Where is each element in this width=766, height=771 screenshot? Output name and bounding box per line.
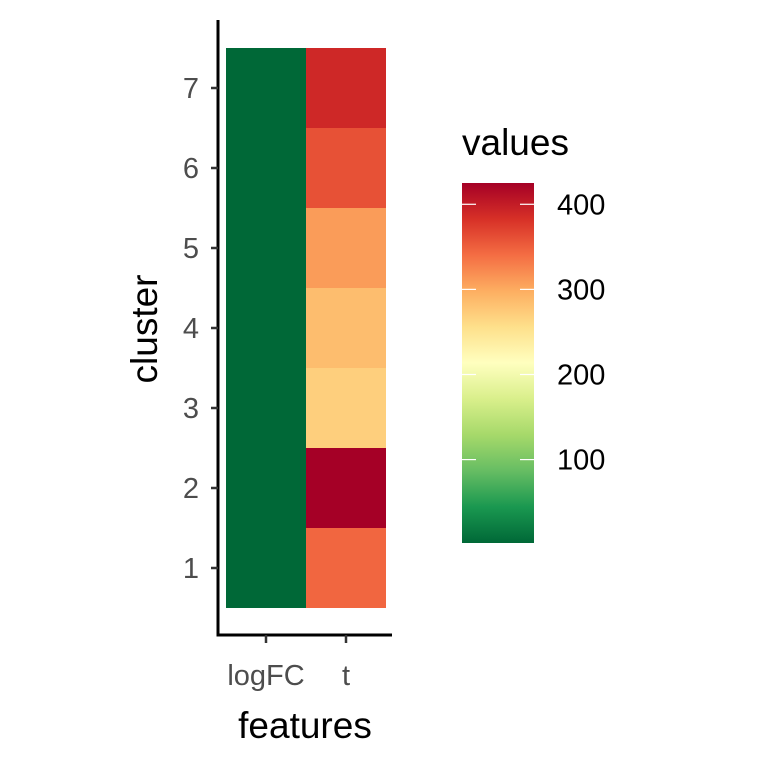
- heatmap-cell: [226, 448, 306, 528]
- y-tick-label: 3: [183, 393, 199, 425]
- legend-tick-label: 400: [557, 189, 605, 221]
- heatmap-cell: [226, 208, 306, 288]
- y-tick-label: 4: [183, 313, 199, 345]
- x-tick-label: logFC: [227, 660, 304, 692]
- heatmap-cell: [306, 208, 386, 288]
- legend-title: values: [462, 122, 569, 163]
- y-tick-label: 5: [183, 233, 199, 265]
- heatmap-cell: [306, 528, 386, 608]
- legend-tick-label: 200: [557, 359, 605, 391]
- y-ticks: 1 2 3 4 5 6 7: [183, 73, 218, 585]
- heatmap-cell: [226, 288, 306, 368]
- heatmap-cells: [226, 48, 386, 608]
- heatmap-cell: [226, 368, 306, 448]
- y-tick-label: 1: [183, 553, 199, 585]
- x-axis-title: features: [238, 705, 372, 746]
- legend-colorbar: [462, 183, 534, 543]
- legend-tick-label: 100: [557, 445, 605, 477]
- y-tick-label: 7: [183, 73, 199, 105]
- x-ticks: logFC t: [227, 635, 350, 692]
- heatmap-cell: [306, 368, 386, 448]
- x-tick-label: t: [342, 660, 350, 692]
- heatmap-cell: [306, 448, 386, 528]
- heatmap-cell: [306, 128, 386, 208]
- y-axis-title: cluster: [124, 275, 165, 384]
- y-tick-label: 2: [183, 473, 199, 505]
- heatmap-cell: [226, 128, 306, 208]
- y-tick-label: 6: [183, 153, 199, 185]
- color-legend: values 100 200 300 400: [462, 122, 605, 543]
- heatmap-cell: [226, 528, 306, 608]
- heatmap-cell: [306, 288, 386, 368]
- heatmap-cell: [306, 48, 386, 128]
- legend-tick-label: 300: [557, 274, 605, 306]
- heatmap-cell: [226, 48, 306, 128]
